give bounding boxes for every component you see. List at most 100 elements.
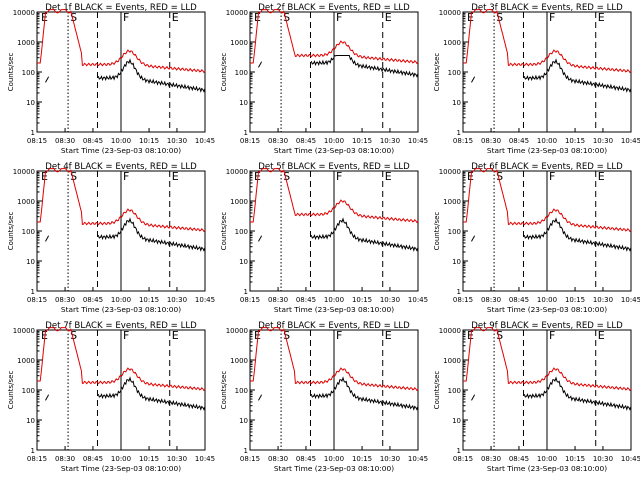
x-tick-label: 10:30 [380, 296, 400, 304]
x-tick-label: 10:45 [408, 455, 428, 463]
y-tick-label: 10000 [226, 327, 248, 335]
marker-label-S: S [70, 329, 77, 342]
y-tick-label: 10 [452, 258, 461, 266]
x-tick-label: 10:00 [537, 296, 557, 304]
x-tick-label: 10:15 [139, 137, 159, 145]
x-tick-label: 10:00 [111, 455, 131, 463]
y-tick-label: 100 [22, 387, 35, 395]
x-tick-label: 08:15 [27, 296, 47, 304]
marker-label-F: F [549, 329, 555, 342]
x-tick-label: 10:30 [380, 455, 400, 463]
x-tick-label: 10:45 [195, 137, 215, 145]
x-tick-label: 08:45 [83, 455, 103, 463]
marker-label-S: S [283, 11, 290, 24]
x-tick-label: 10:00 [111, 137, 131, 145]
x-tick-label: 08:15 [27, 137, 47, 145]
y-tick-label: 1 [457, 447, 461, 455]
marker-label-E: E [385, 329, 392, 342]
det-panel-1: Det 1f BLACK = Events, RED = LLD 1 10 100 10… [7, 3, 215, 155]
x-tick-label: 08:45 [296, 455, 316, 463]
x-tick-label: 08:45 [296, 296, 316, 304]
series-lld [250, 9, 419, 65]
series-events [45, 58, 206, 93]
y-tick-label: 1 [31, 129, 35, 137]
panel-title: Det 1f BLACK = Events, RED = LLD [45, 3, 197, 13]
y-tick-label: 10000 [13, 168, 35, 176]
series-events [45, 376, 206, 411]
series-lld [37, 9, 206, 74]
x-axis-label: Start Time (23-Sep-03 08:10:00) [487, 464, 607, 473]
x-tick-label: 10:15 [352, 455, 372, 463]
y-tick-label: 10000 [226, 168, 248, 176]
marker-label-F: F [123, 11, 129, 24]
y-tick-label: 1 [244, 288, 248, 296]
y-axis-label: Counts/sec [7, 371, 15, 410]
y-tick-label: 10000 [439, 327, 461, 335]
x-tick-label: 10:45 [195, 455, 215, 463]
y-tick-label: 100 [448, 228, 461, 236]
x-axis-label: Start Time (23-Sep-03 08:10:00) [274, 146, 394, 155]
y-tick-label: 10 [26, 99, 35, 107]
series-lld [250, 327, 419, 392]
y-axis-label: Counts/sec [7, 212, 15, 251]
marker-label-S: S [496, 11, 503, 24]
x-tick-label: 08:45 [509, 455, 529, 463]
y-tick-label: 1 [457, 129, 461, 137]
x-tick-label: 10:15 [352, 296, 372, 304]
y-axis-label: Counts/sec [220, 53, 228, 92]
x-tick-label: 10:30 [167, 296, 187, 304]
y-tick-label: 10000 [439, 9, 461, 17]
x-tick-label: 10:30 [593, 296, 613, 304]
y-axis-label: Counts/sec [220, 371, 228, 410]
marker-label-S: S [496, 170, 503, 183]
x-tick-label: 10:30 [167, 137, 187, 145]
det-panel-2: Det 2f BLACK = Events, RED = LLD 1 10 100 10… [220, 3, 428, 155]
x-tick-label: 10:00 [111, 296, 131, 304]
marker-label-E: E [598, 329, 605, 342]
y-tick-label: 100 [235, 387, 248, 395]
x-tick-label: 10:00 [324, 296, 344, 304]
panel-title: Det 8f BLACK = Events, RED = LLD [258, 321, 410, 331]
x-axis-label: Start Time (23-Sep-03 08:10:00) [61, 464, 181, 473]
y-tick-label: 10000 [439, 168, 461, 176]
panel-title: Det 9f BLACK = Events, RED = LLD [471, 321, 623, 331]
y-tick-label: 1000 [17, 39, 35, 47]
marker-label-F: F [549, 11, 555, 24]
y-tick-label: 1000 [443, 357, 461, 365]
y-tick-label: 10000 [13, 327, 35, 335]
y-tick-label: 10 [26, 417, 35, 425]
marker-label-S: S [70, 170, 77, 183]
det-panel-3: Det 3f BLACK = Events, RED = LLD 1 10 100 10… [433, 3, 640, 155]
det-panel-5: Det 5f BLACK = Events, RED = LLD 1 10 100 10… [220, 162, 428, 314]
x-tick-label: 08:45 [83, 296, 103, 304]
x-tick-label: 10:30 [167, 455, 187, 463]
y-tick-label: 1000 [443, 39, 461, 47]
x-tick-label: 10:15 [352, 137, 372, 145]
det-panel-8: Det 8f BLACK = Events, RED = LLD 1 10 100 10… [220, 321, 428, 473]
x-tick-label: 10:00 [537, 455, 557, 463]
marker-label-E: E [385, 170, 392, 183]
series-lld [37, 168, 206, 233]
y-tick-label: 10 [239, 258, 248, 266]
series-events [258, 376, 419, 411]
x-axis-label: Start Time (23-Sep-03 08:10:00) [61, 146, 181, 155]
x-tick-label: 10:15 [139, 455, 159, 463]
y-tick-label: 1000 [17, 357, 35, 365]
y-tick-label: 10 [239, 417, 248, 425]
x-tick-label: 10:30 [593, 455, 613, 463]
y-tick-label: 1000 [230, 39, 248, 47]
x-tick-label: 10:45 [621, 137, 640, 145]
marker-label-F: F [549, 170, 555, 183]
series-lld [463, 9, 632, 74]
y-tick-label: 10 [26, 258, 35, 266]
x-axis-label: Start Time (23-Sep-03 08:10:00) [274, 464, 394, 473]
marker-label-E: E [598, 11, 605, 24]
marker-label-F: F [336, 170, 342, 183]
series-events [471, 217, 632, 252]
x-tick-label: 08:30 [268, 296, 288, 304]
x-tick-label: 08:45 [83, 137, 103, 145]
x-tick-label: 08:30 [55, 455, 75, 463]
panel-title: Det 2f BLACK = Events, RED = LLD [258, 3, 410, 13]
det-panel-7: Det 7f BLACK = Events, RED = LLD 1 10 100 10… [7, 321, 215, 473]
